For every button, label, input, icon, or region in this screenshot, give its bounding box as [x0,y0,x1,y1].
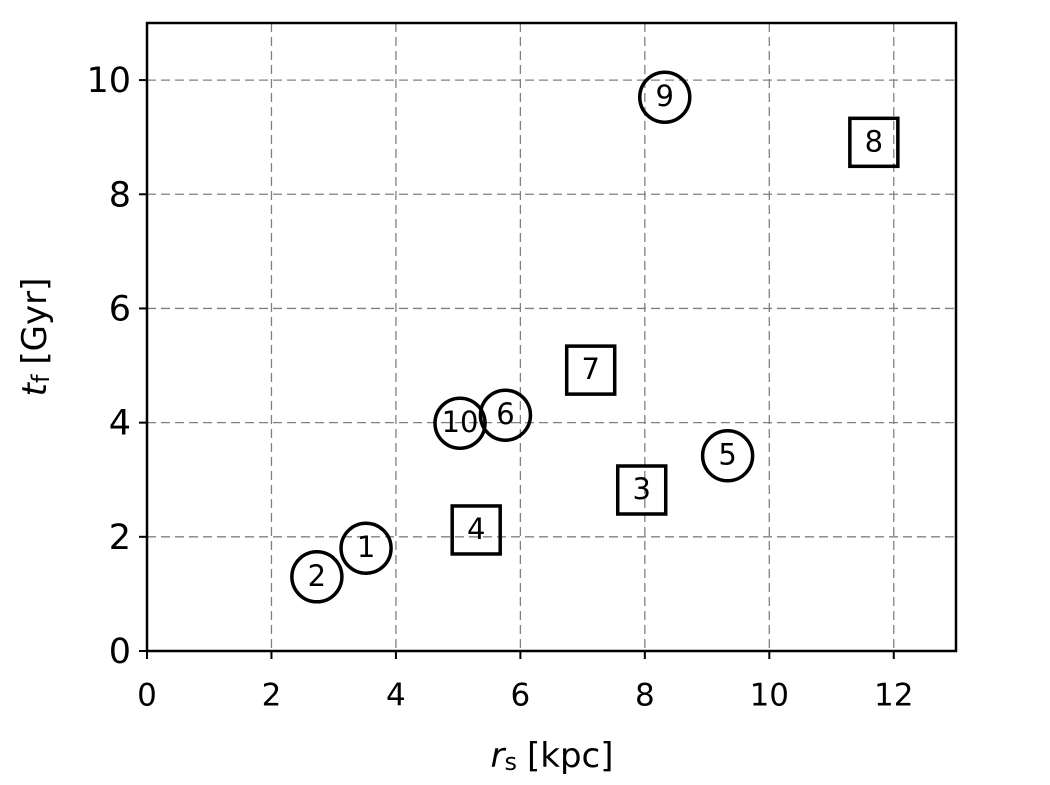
circle-marker [478,388,533,442]
square-marker [564,344,617,396]
point-label: 8 [865,124,883,158]
y-tick-label: 0 [109,632,131,672]
point-label: 5 [718,438,736,472]
y-label-unit: [Gyr] [15,278,55,365]
point-label: 7 [581,352,599,386]
x-label-sub: s [504,748,517,776]
point-label: 9 [656,79,674,113]
x-tick-label: 8 [635,678,655,714]
y-label-sub: f [27,374,55,383]
circle-marker [290,550,344,604]
point-label: 1 [357,530,375,564]
y-tick-label: 6 [109,289,131,329]
x-axis-label: rs [kpc] [491,736,614,777]
point-label: 6 [496,397,514,431]
circle-marker [638,70,692,124]
y-tick-label: 2 [109,518,131,558]
point-label: 4 [467,512,485,546]
y-tick-label: 8 [109,175,131,215]
point-label: 2 [308,559,326,593]
x-tick-label: 2 [262,678,282,714]
y-tick-label: 4 [109,404,131,444]
circle-marker [339,521,393,575]
circle-marker [700,428,755,483]
square-marker [848,116,900,169]
y-tick-label: 10 [86,61,131,101]
y-axis-label: tf [Gyr] [15,278,56,397]
x-tick-label: 12 [874,678,913,714]
point-label: 10 [442,405,479,439]
x-tick-label: 6 [511,678,531,714]
x-label-unit: [kpc] [527,736,614,776]
plot-frame [145,21,958,653]
x-label-symbol: r [491,736,507,776]
point-label: 3 [633,472,651,506]
square-marker [615,464,668,516]
y-label-symbol: t [15,381,55,396]
x-tick-label: 0 [137,678,157,714]
x-tick-label: 4 [386,678,406,714]
circle-marker [433,396,487,450]
x-tick-label: 10 [750,678,789,714]
square-marker [450,504,502,556]
